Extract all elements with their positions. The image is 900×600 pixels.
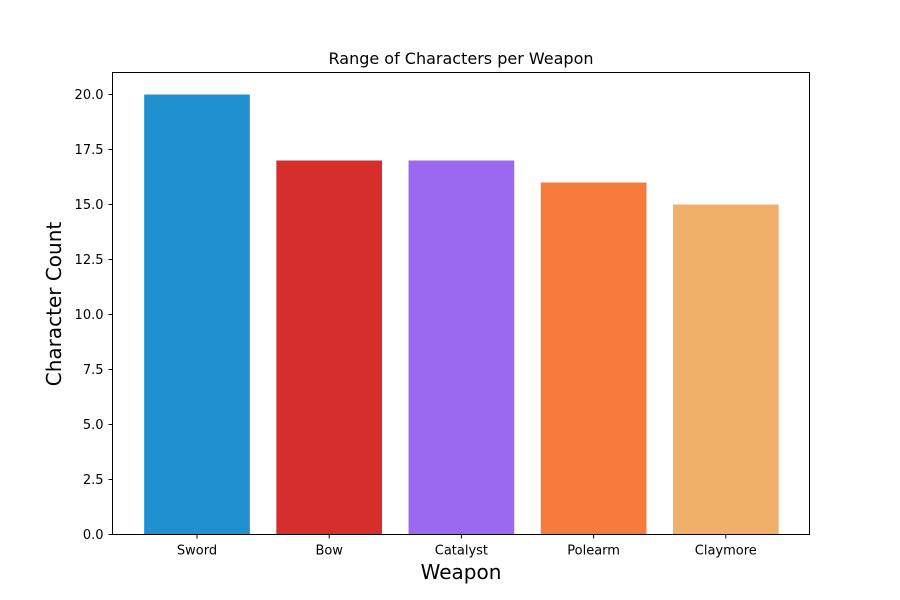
y-axis-label: Character Count [42,222,66,387]
x-tick-label: Sword [177,544,217,559]
plot-frame [112,72,810,535]
bar-sword [144,94,250,535]
y-axis-ticks: 0.0 2.5 5.0 7.5 10.0 12.5 15.0 17.5 20.0 [75,88,113,543]
x-tick-label: Claymore [695,544,757,559]
y-tick-label: 12.5 [75,253,104,268]
y-tick-label: 17.5 [75,143,104,158]
bars-group [144,94,779,535]
chart-title: Range of Characters per Weapon [329,49,594,68]
bar-catalyst [408,160,515,535]
y-tick-label: 15.0 [75,198,104,213]
y-tick-label: 5.0 [83,418,104,433]
bar-bow [276,160,383,535]
bar-polearm [540,182,647,535]
y-tick-label: 0.0 [83,528,104,543]
x-tick-label: Catalyst [435,544,488,559]
bar-claymore [672,204,779,535]
x-tick-label: Polearm [567,544,620,559]
x-tick-label: Bow [315,544,343,559]
y-tick-label: 2.5 [83,473,104,488]
y-tick-label: 20.0 [75,88,104,103]
y-tick-label: 7.5 [83,363,104,378]
y-tick-label: 10.0 [75,308,104,323]
x-axis-ticks: Sword Bow Catalyst Polearm Claymore [177,534,757,559]
x-axis-label: Weapon [421,560,502,584]
